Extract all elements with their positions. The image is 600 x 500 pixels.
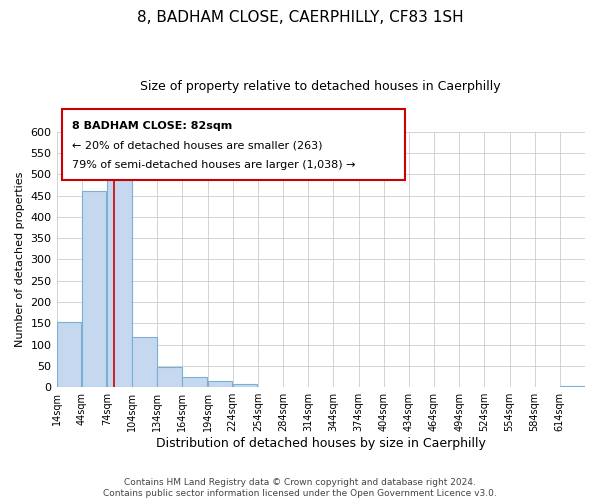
Bar (107, 180, 131, 387)
Text: 79% of semi-detached houses are larger (1,038) →: 79% of semi-detached houses are larger (… (73, 160, 356, 170)
Text: 8 BADHAM CLOSE: 82sqm: 8 BADHAM CLOSE: 82sqm (73, 122, 233, 132)
Bar (560, 386, 584, 387)
Text: 8, BADHAM CLOSE, CAERPHILLY, CF83 1SH: 8, BADHAM CLOSE, CAERPHILLY, CF83 1SH (137, 10, 463, 25)
Bar (56, 322, 81, 387)
Y-axis label: Number of detached properties: Number of detached properties (15, 172, 25, 347)
Text: ← 20% of detached houses are smaller (263): ← 20% of detached houses are smaller (26… (73, 140, 323, 150)
FancyBboxPatch shape (62, 108, 406, 180)
Title: Size of property relative to detached houses in Caerphilly: Size of property relative to detached ho… (140, 80, 501, 93)
Bar (182, 376, 207, 387)
Bar (208, 381, 232, 387)
Bar (82, 191, 106, 387)
Bar (132, 338, 157, 387)
Bar (233, 384, 257, 387)
X-axis label: Distribution of detached houses by size in Caerphilly: Distribution of detached houses by size … (156, 437, 486, 450)
Bar (157, 367, 182, 387)
Text: Contains HM Land Registry data © Crown copyright and database right 2024.
Contai: Contains HM Land Registry data © Crown c… (103, 478, 497, 498)
